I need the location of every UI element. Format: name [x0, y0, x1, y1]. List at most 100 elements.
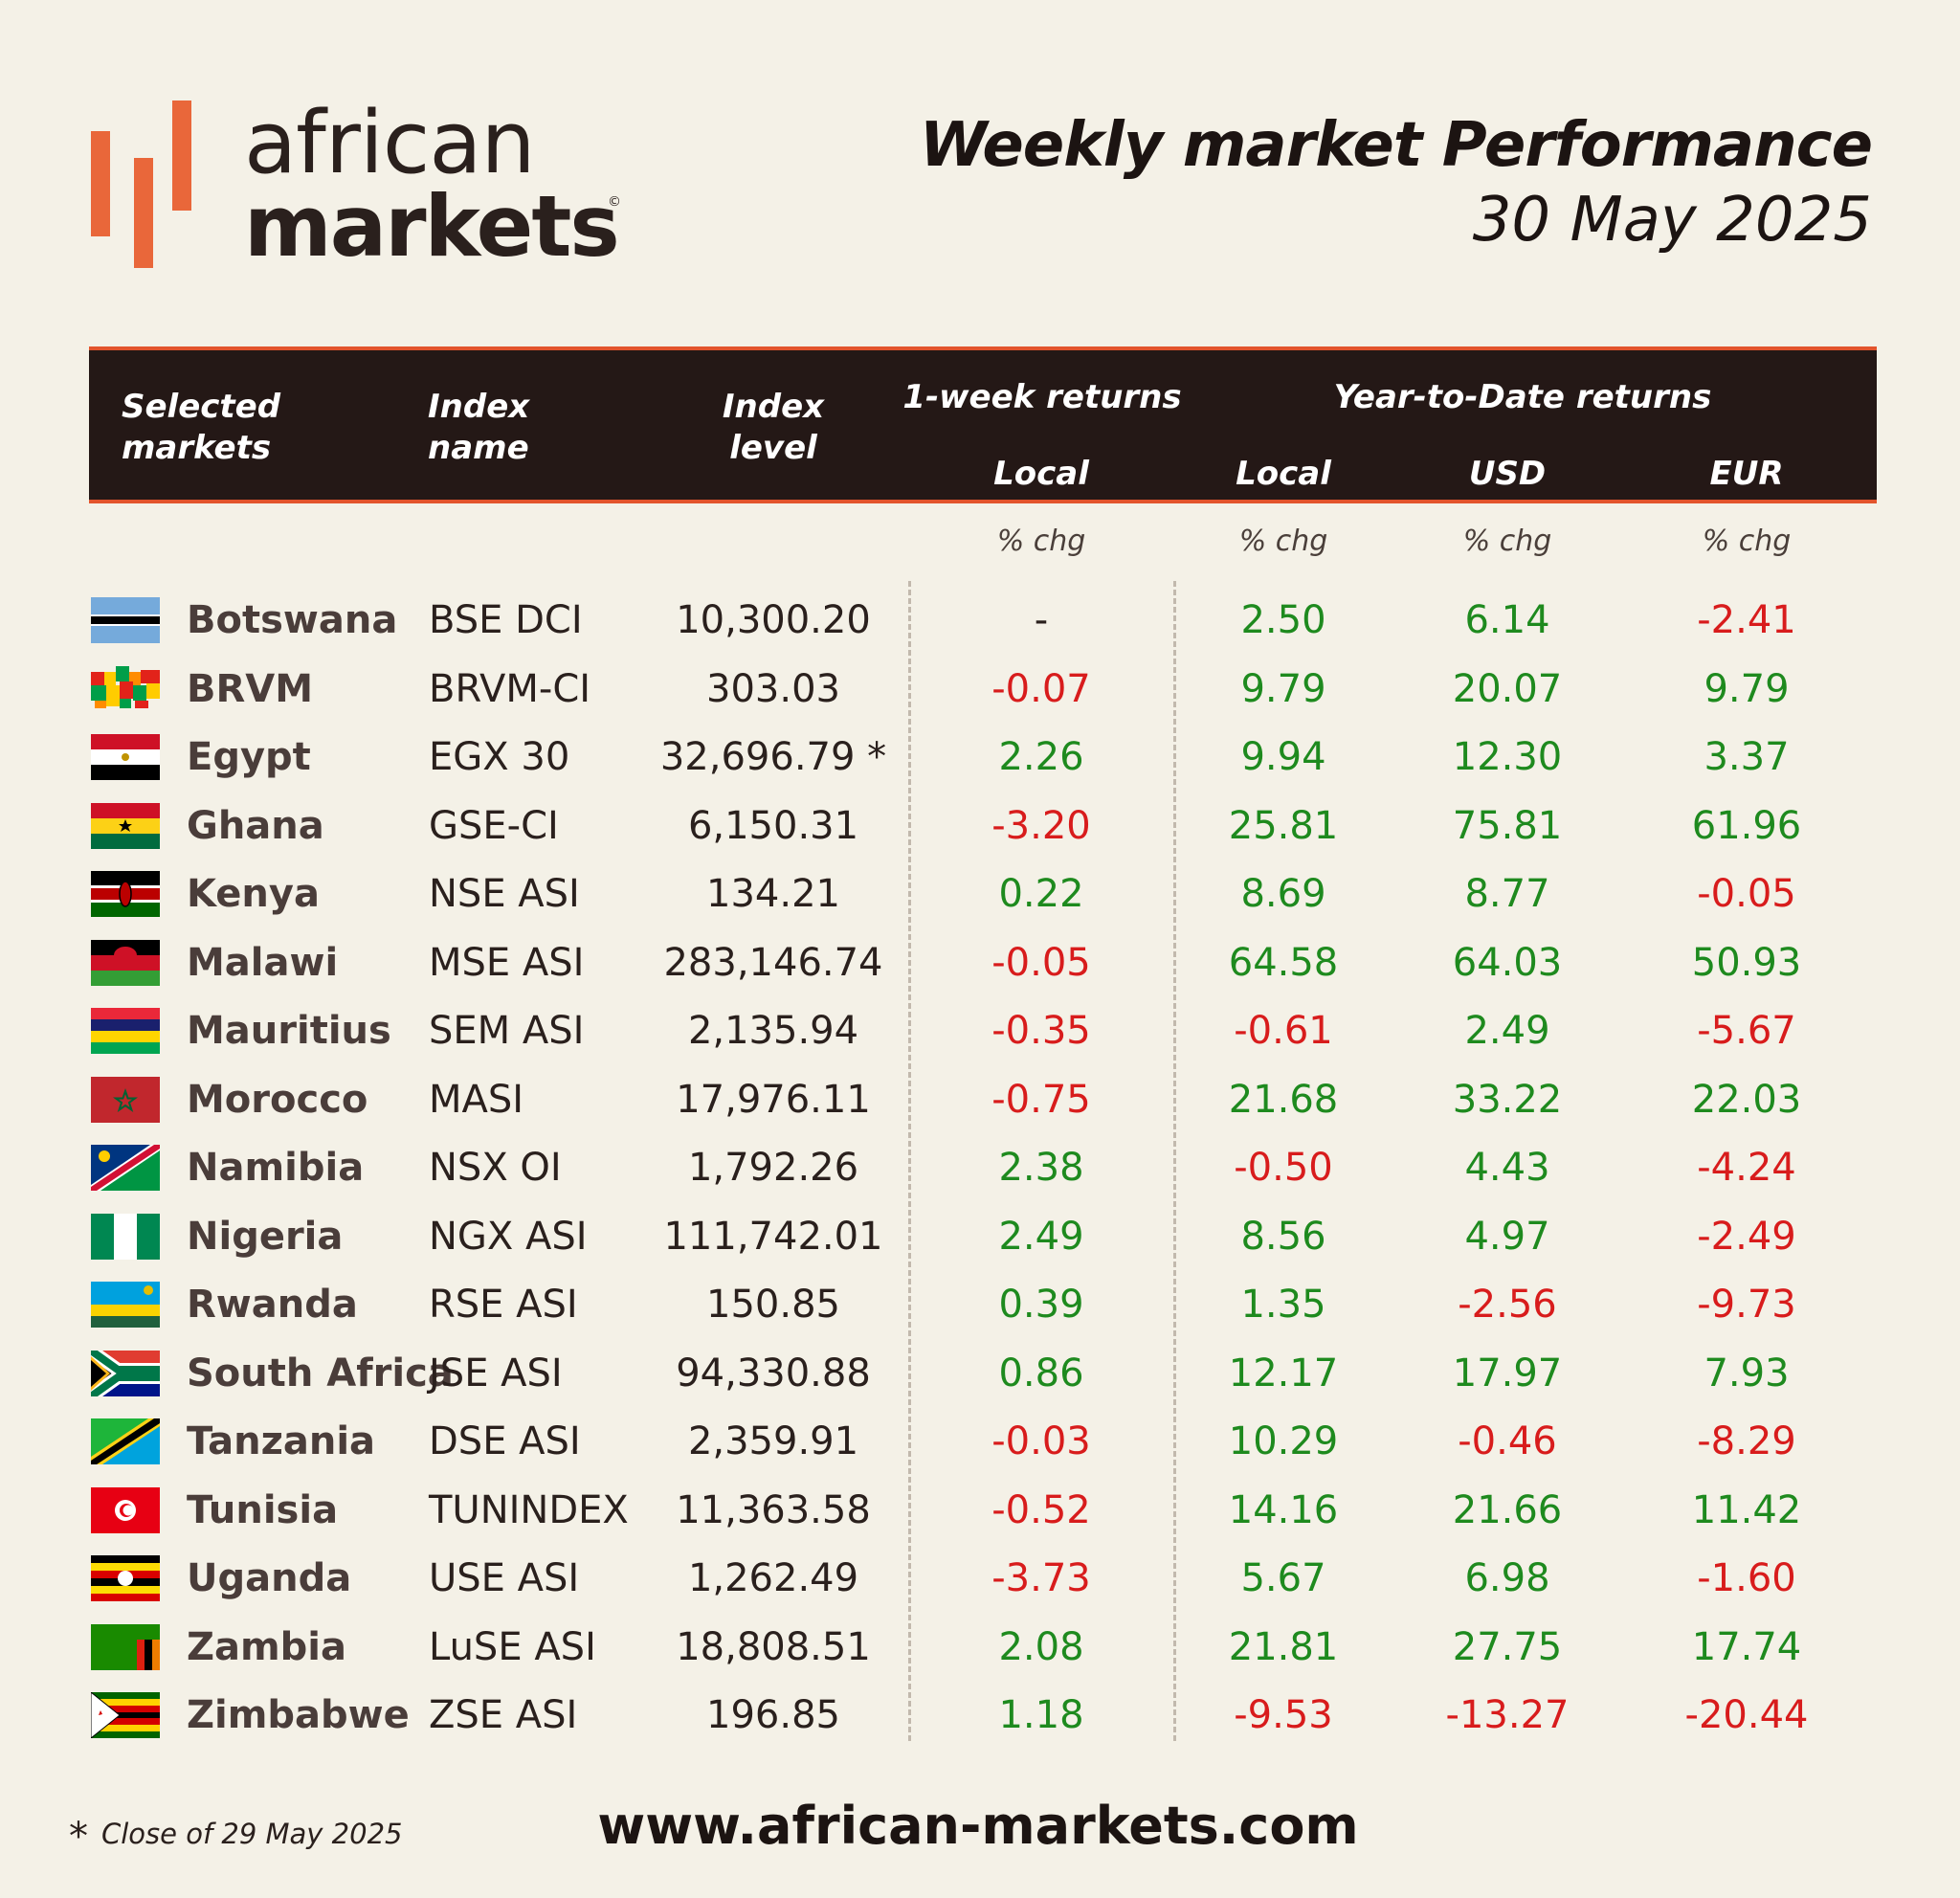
index-name: NSX OI [429, 1146, 562, 1190]
return-week-local: -3.73 [991, 1556, 1091, 1600]
return-ytd-eur: -9.73 [1697, 1283, 1796, 1327]
market-name: Malawi [187, 940, 339, 985]
footnote-star: * [69, 1815, 88, 1859]
return-ytd-usd: -2.56 [1458, 1283, 1557, 1327]
return-week-local: -0.07 [991, 666, 1091, 711]
return-ytd-eur: -2.49 [1697, 1214, 1796, 1259]
index-level: 6,150.31 [687, 803, 859, 848]
return-ytd-eur: -5.67 [1697, 1009, 1796, 1053]
table-row: Mauritius SEM ASI 2,135.94 -0.35 -0.61 2.49 -5… [0, 998, 1960, 1066]
morocco-flag-icon [91, 1076, 160, 1123]
logo-copyright: © [608, 194, 621, 210]
table-row: Nigeria NGX ASI 111,742.01 2.49 8.56 4.97 -2.4… [0, 1204, 1960, 1272]
return-week-local: 2.38 [998, 1146, 1084, 1190]
uganda-flag-icon [91, 1555, 160, 1601]
table-header: Selected markets Index name Index level … [89, 346, 1877, 503]
index-name: SEM ASI [429, 1009, 585, 1053]
market-name: Mauritius [187, 1009, 391, 1053]
return-ytd-usd: -13.27 [1445, 1693, 1570, 1737]
table-row: Uganda USE ASI 1,262.49 -3.73 5.67 6.98 -1.60 [0, 1546, 1960, 1614]
ghana-flag-icon [91, 802, 160, 849]
return-week-local: -0.52 [991, 1487, 1091, 1532]
index-name: DSE ASI [429, 1419, 581, 1463]
return-ytd-usd: 8.77 [1464, 872, 1550, 916]
return-ytd-eur: -20.44 [1684, 1693, 1809, 1737]
return-ytd-eur: 9.79 [1704, 666, 1790, 711]
index-level: 32,696.79 * [659, 735, 887, 779]
market-name: Kenya [187, 872, 320, 916]
return-ytd-eur: 61.96 [1691, 803, 1802, 848]
index-name: GSE-CI [429, 803, 559, 848]
logo-word-markets: markets [244, 177, 620, 276]
return-ytd-local: 10.29 [1228, 1419, 1339, 1463]
return-ytd-usd: -0.46 [1458, 1419, 1557, 1463]
header-ytd-usd: USD [1468, 455, 1547, 493]
market-name: Nigeria [187, 1214, 344, 1259]
return-ytd-local: 5.67 [1240, 1556, 1326, 1600]
egypt-flag-icon [91, 734, 160, 780]
return-ytd-usd: 6.14 [1464, 598, 1550, 642]
return-ytd-usd: 4.43 [1464, 1146, 1550, 1190]
return-ytd-local: 25.81 [1228, 803, 1339, 848]
return-ytd-eur: -2.41 [1697, 598, 1796, 642]
header-group-1-week: 1-week returns [902, 378, 1182, 416]
return-ytd-local: 21.81 [1228, 1624, 1339, 1669]
index-level: 1,262.49 [687, 1556, 859, 1600]
market-name: Uganda [187, 1556, 352, 1600]
index-name: BRVM-CI [429, 666, 591, 711]
index-name: MASI [429, 1077, 524, 1122]
return-ytd-local: -0.50 [1234, 1146, 1333, 1190]
website-link[interactable]: www.african-markets.com [597, 1796, 1359, 1856]
nigeria-flag-icon [91, 1213, 160, 1260]
column-divider-ytd [1173, 581, 1176, 1741]
header-index-name: Index name [428, 387, 562, 469]
return-ytd-local: -0.61 [1234, 1009, 1333, 1053]
index-level: 2,359.91 [687, 1419, 859, 1463]
report-date: 30 May 2025 [1472, 184, 1872, 256]
table-row: South Africa JSE ASI 94,330.88 0.86 12.17 17.… [0, 1341, 1960, 1409]
index-level: 18,808.51 [676, 1624, 871, 1669]
index-level: 11,363.58 [676, 1487, 871, 1532]
index-level: 1,792.26 [687, 1146, 859, 1190]
return-ytd-local: 64.58 [1228, 940, 1339, 985]
index-name: TUNINDEX [429, 1487, 629, 1532]
header-index-level: Index level [721, 387, 826, 469]
logo-word-african: african [244, 93, 536, 193]
index-level: 150.85 [706, 1283, 840, 1327]
market-name: Ghana [187, 803, 324, 848]
return-ytd-local: 8.56 [1240, 1214, 1326, 1259]
return-ytd-eur: 17.74 [1691, 1624, 1802, 1669]
market-name: Namibia [187, 1146, 365, 1190]
index-name: USE ASI [429, 1556, 580, 1600]
headline: Weekly market Performance 30 May 2025 [920, 110, 1873, 256]
return-ytd-eur: -1.60 [1697, 1556, 1796, 1600]
return-week-local: 2.26 [998, 735, 1084, 779]
index-name: ZSE ASI [429, 1693, 578, 1737]
return-ytd-local: 12.17 [1228, 1351, 1339, 1396]
return-ytd-eur: 3.37 [1704, 735, 1790, 779]
header-group-ytd: Year-to-Date returns [1333, 378, 1712, 416]
market-name: South Africa [187, 1351, 454, 1396]
index-level: 134.21 [706, 872, 840, 916]
header-week-local: Local [993, 455, 1089, 493]
kenya-flag-icon [91, 871, 160, 917]
return-ytd-usd: 2.49 [1464, 1009, 1550, 1053]
return-ytd-eur: 50.93 [1691, 940, 1802, 985]
table-row: Kenya NSE ASI 134.21 0.22 8.69 8.77 -0.05 [0, 861, 1960, 929]
return-ytd-eur: 7.93 [1704, 1351, 1790, 1396]
return-week-local: - [1034, 598, 1049, 642]
market-name: Rwanda [187, 1283, 358, 1327]
table-row: Zimbabwe ZSE ASI 196.85 1.18 -9.53 -13.27 -20.… [0, 1683, 1960, 1751]
malawi-flag-icon [91, 939, 160, 986]
return-week-local: 0.86 [998, 1351, 1084, 1396]
subheader-ytd-local-unit: % chg [1238, 525, 1328, 558]
table-row: Egypt EGX 30 32,696.79 * 2.26 9.94 12.30 3.37 [0, 725, 1960, 793]
index-name: MSE ASI [429, 940, 585, 985]
african-markets-logo: african markets © [91, 100, 665, 282]
index-name: NGX ASI [429, 1214, 588, 1259]
return-week-local: 2.08 [998, 1624, 1084, 1669]
column-divider-week [908, 581, 911, 1741]
header-selected-markets: Selected markets [122, 387, 313, 469]
tanzania-flag-icon [91, 1418, 160, 1464]
rwanda-flag-icon [91, 1282, 160, 1328]
